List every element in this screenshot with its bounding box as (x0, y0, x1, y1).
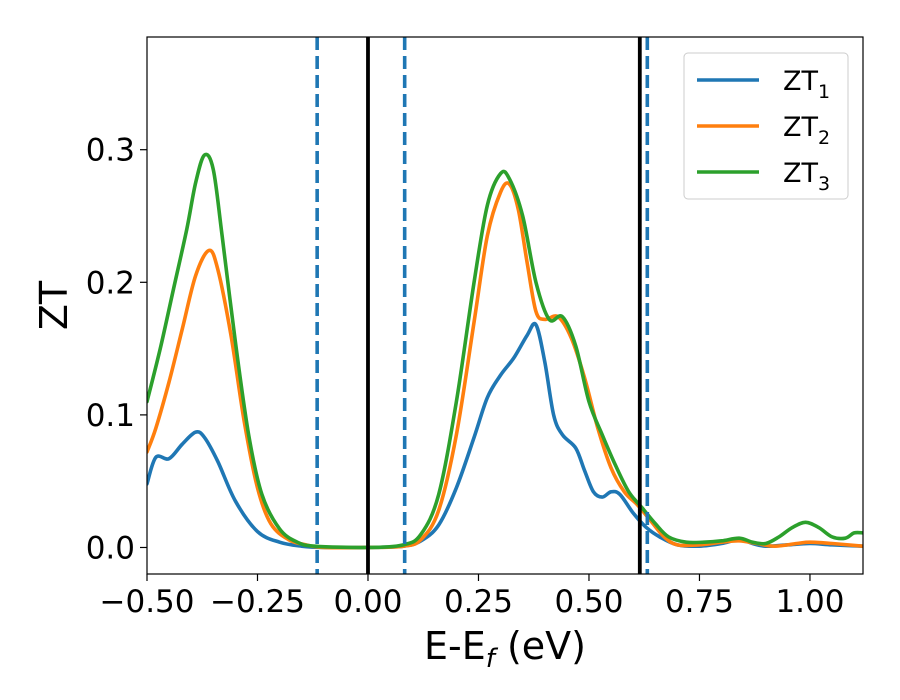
x-tick-label: 0.00 (333, 584, 402, 620)
x-tick-label: 1.00 (775, 584, 844, 620)
legend-box (683, 52, 849, 200)
x-tick-label: −0.25 (210, 584, 305, 620)
series-line-zt2 (147, 181, 863, 550)
legend-label-zt1: ZT1 (783, 66, 830, 103)
y-tick-label: 0.3 (86, 133, 135, 169)
series-line-zt3 (147, 152, 863, 550)
x-axis-title: E-Ef (eV) (424, 624, 586, 674)
legend-label-zt2: ZT2 (783, 112, 830, 149)
plot-frame (146, 36, 864, 575)
x-axis-title-base: E-E (424, 624, 486, 668)
y-tick-label: 0.0 (86, 530, 135, 566)
series-layer (147, 152, 863, 550)
x-tick-label: 0.25 (444, 584, 513, 620)
x-tick-label: 0.75 (665, 584, 734, 620)
reference-lines (315, 37, 650, 574)
y-axis-title: ZT (32, 280, 76, 330)
y-tick-label: 0.2 (86, 265, 135, 301)
x-tick-label: −0.50 (100, 584, 195, 620)
legend: ZT1 ZT2 ZT3 (683, 52, 849, 200)
x-tick-label: 0.50 (554, 584, 623, 620)
y-axis-ticks: 0.0 0.1 0.2 0.3 (86, 133, 147, 566)
y-tick-label: 0.1 (86, 398, 135, 434)
legend-label-zt3: ZT3 (783, 158, 830, 195)
x-axis-title-suffix: (eV) (495, 624, 586, 668)
legend-items: ZT1 ZT2 ZT3 (697, 66, 830, 195)
x-axis-ticks: −0.50 −0.25 0.00 0.25 0.50 0.75 1.00 (100, 574, 844, 620)
